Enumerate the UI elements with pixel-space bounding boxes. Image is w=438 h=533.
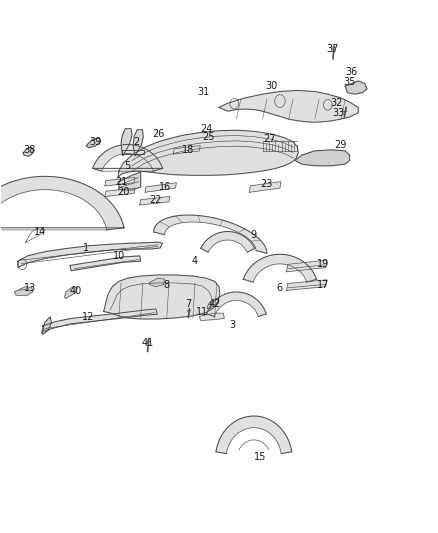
Polygon shape — [70, 256, 141, 271]
Text: 40: 40 — [69, 286, 81, 296]
Text: 25: 25 — [202, 132, 214, 142]
Polygon shape — [207, 292, 266, 317]
Polygon shape — [154, 215, 267, 253]
Text: 8: 8 — [164, 280, 170, 290]
Polygon shape — [145, 183, 177, 192]
Polygon shape — [207, 298, 219, 309]
Polygon shape — [18, 242, 162, 268]
Text: 4: 4 — [192, 256, 198, 266]
Text: 3: 3 — [229, 320, 235, 330]
Polygon shape — [0, 176, 124, 230]
Text: 30: 30 — [265, 81, 277, 91]
Polygon shape — [201, 231, 254, 252]
Polygon shape — [216, 416, 292, 454]
Polygon shape — [199, 313, 224, 320]
Text: 29: 29 — [335, 140, 347, 150]
Polygon shape — [92, 144, 162, 171]
Text: 27: 27 — [263, 134, 276, 144]
Text: 23: 23 — [261, 179, 273, 189]
Text: 9: 9 — [251, 230, 257, 240]
Polygon shape — [42, 317, 51, 334]
Text: 6: 6 — [277, 282, 283, 293]
Text: 12: 12 — [82, 312, 95, 322]
Text: 26: 26 — [152, 129, 164, 139]
Text: 20: 20 — [117, 187, 130, 197]
Text: 42: 42 — [208, 298, 221, 309]
Polygon shape — [64, 287, 78, 298]
Text: 21: 21 — [115, 176, 127, 187]
Polygon shape — [286, 260, 327, 272]
Polygon shape — [119, 172, 141, 190]
Polygon shape — [23, 147, 34, 156]
Polygon shape — [14, 287, 33, 296]
Text: 11: 11 — [195, 306, 208, 317]
Polygon shape — [105, 188, 135, 197]
Text: 16: 16 — [159, 182, 171, 192]
Polygon shape — [140, 197, 170, 205]
Text: 41: 41 — [141, 338, 153, 349]
Polygon shape — [244, 254, 317, 282]
Polygon shape — [133, 130, 143, 155]
Text: 39: 39 — [89, 137, 101, 147]
Text: 15: 15 — [254, 453, 267, 463]
Text: 17: 17 — [317, 280, 330, 290]
Polygon shape — [219, 91, 358, 122]
Polygon shape — [286, 280, 327, 290]
Polygon shape — [121, 128, 132, 155]
Polygon shape — [122, 150, 144, 154]
Text: 7: 7 — [185, 298, 192, 309]
Text: 1: 1 — [83, 243, 89, 253]
Polygon shape — [104, 275, 220, 319]
Text: 31: 31 — [198, 86, 210, 96]
Text: 2: 2 — [133, 137, 139, 147]
Polygon shape — [43, 309, 157, 331]
Text: 32: 32 — [330, 98, 343, 108]
Polygon shape — [86, 138, 101, 148]
Polygon shape — [118, 130, 298, 177]
Text: 5: 5 — [124, 161, 131, 171]
Polygon shape — [345, 81, 367, 94]
Polygon shape — [250, 182, 281, 192]
Polygon shape — [173, 146, 200, 154]
Text: 33: 33 — [332, 108, 345, 118]
Text: 22: 22 — [150, 195, 162, 205]
Text: 13: 13 — [24, 282, 36, 293]
Text: 24: 24 — [200, 124, 212, 134]
Text: 35: 35 — [343, 77, 356, 87]
Polygon shape — [295, 150, 350, 166]
Text: 14: 14 — [35, 227, 47, 237]
Polygon shape — [149, 278, 165, 287]
Text: 38: 38 — [24, 145, 36, 155]
Text: 36: 36 — [346, 68, 358, 77]
Text: 19: 19 — [317, 259, 329, 269]
Text: 37: 37 — [326, 44, 338, 54]
Polygon shape — [105, 177, 135, 186]
Text: 10: 10 — [113, 251, 125, 261]
Text: 18: 18 — [182, 145, 194, 155]
